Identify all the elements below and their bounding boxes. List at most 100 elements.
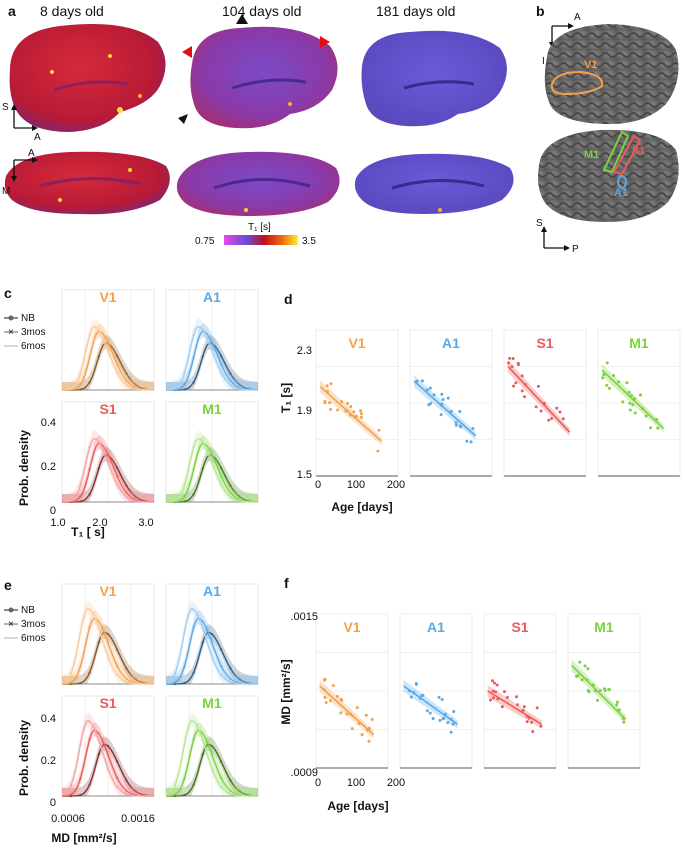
hist-point (88, 468, 91, 471)
hist-title-s1: S1 (99, 401, 116, 417)
hist-band-a1-0 (166, 335, 258, 390)
scatter-point (349, 404, 353, 408)
hist-band-m1-0 (166, 447, 258, 502)
hist-point (106, 349, 110, 352)
hist-point (79, 793, 82, 797)
panel-label-f: f (284, 575, 289, 591)
scatter-point (353, 415, 357, 419)
scatter-point (432, 393, 436, 397)
hist-point (79, 500, 82, 503)
hist-point (125, 667, 128, 670)
hist-point (183, 500, 186, 503)
scatter-point (339, 711, 343, 715)
hist-band-s1-1 (62, 722, 154, 796)
histogram-grid-c: V1 A1 S1 M1 (61, 289, 259, 504)
hist-point (174, 499, 177, 502)
e-xlabel: MD [mm²/s] (51, 831, 116, 845)
scatter-point (454, 420, 458, 424)
scatter-point (421, 693, 425, 697)
hist-point (134, 383, 137, 386)
scatter-point (360, 733, 364, 737)
hist-point (229, 792, 232, 796)
c-xlabel: T₁ [ s] (71, 525, 105, 539)
brain-inflated-medial: V1 (544, 24, 679, 124)
hist-point (70, 681, 73, 684)
scatter-point (605, 383, 609, 387)
scatter-point (547, 418, 551, 422)
hist-point (88, 493, 91, 496)
f-ytick-0: .0015 (290, 611, 318, 623)
hist-point (183, 793, 186, 797)
scatter-point (412, 691, 416, 695)
hist-point (229, 495, 232, 499)
hist-point (201, 467, 204, 470)
hist-point (88, 381, 91, 384)
scatter-point (633, 397, 637, 401)
hist-point (192, 626, 195, 629)
scatter-point (355, 706, 359, 710)
hist-band-v1-0 (62, 624, 154, 684)
hist-point (125, 779, 128, 782)
age-label-8: 8 days old (40, 3, 104, 19)
region-label-a1-b: A1 (614, 187, 628, 199)
panel-label-c: c (4, 285, 12, 301)
scatter-point (336, 408, 340, 412)
hist-band-a1-2 (166, 600, 258, 684)
scatter-point (601, 376, 605, 380)
hist-point (134, 682, 137, 685)
orient-i: I (542, 56, 545, 67)
scatter-point (441, 717, 445, 721)
scatter-point (331, 684, 335, 688)
scatter-point (495, 683, 499, 687)
scatter-point (585, 678, 589, 682)
f-ytick-1: .0009 (290, 767, 318, 779)
hist-band-v1-2 (62, 600, 154, 684)
orient-s: S (2, 102, 9, 113)
f-xtick-0: 0 (315, 777, 321, 789)
hist-point (134, 678, 137, 681)
hist-band-a1-0 (166, 624, 258, 684)
hist-point (97, 620, 100, 623)
orient-m: M (2, 186, 10, 197)
hist-point (247, 388, 250, 391)
scatter-point (525, 714, 529, 718)
scatter-point (349, 712, 353, 716)
panel-label-b: b (536, 3, 545, 19)
hist-point (174, 387, 177, 390)
scatter-point (329, 382, 333, 386)
d-ytick-2: 1.5 (297, 469, 312, 481)
hist-point (125, 792, 128, 796)
hist-point (210, 453, 214, 456)
hist-point (210, 341, 214, 344)
hist-point (116, 363, 119, 366)
hist-point (134, 499, 137, 503)
hist-point (210, 632, 214, 636)
scatter-point (335, 694, 339, 698)
scatter-point (441, 397, 445, 401)
legend-e-nb: NB (21, 605, 35, 616)
hist-point (201, 732, 204, 735)
hist-point (70, 793, 73, 796)
e-xtick-0: 0.0006 (51, 813, 85, 825)
hist-point (192, 783, 195, 786)
scatter-point (621, 400, 625, 404)
scatter-point (488, 698, 492, 702)
hist-point (210, 744, 214, 748)
scatter-point (583, 664, 587, 668)
scatter-point (555, 406, 559, 410)
scatter-point (621, 716, 625, 720)
scatter-point (324, 701, 328, 705)
hist-point (106, 641, 110, 644)
hist-band-s1-0 (62, 736, 154, 796)
hist-point (229, 379, 232, 382)
scatter-point (627, 390, 631, 394)
orientation-sa: S A (2, 102, 41, 143)
hist-point (125, 789, 128, 792)
hist-point (97, 753, 100, 756)
hist-point (238, 678, 241, 681)
hist-point (88, 446, 91, 449)
colorbar-title: T₁ [s] (248, 222, 271, 233)
hist-point (79, 681, 82, 685)
scatter-point (655, 418, 659, 422)
scatter-point (644, 414, 648, 418)
